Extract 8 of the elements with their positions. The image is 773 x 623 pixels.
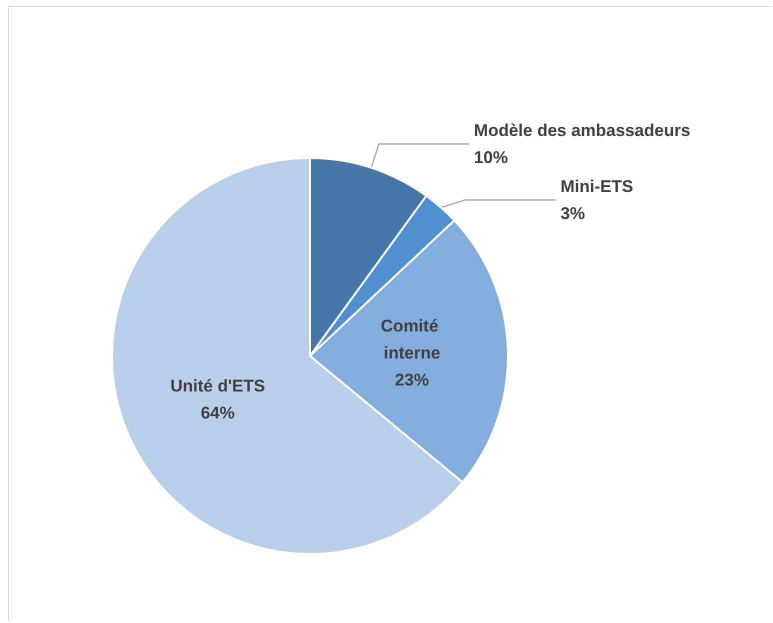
slice-label: Modèle des ambassadeurs [474, 120, 690, 140]
slice-label: Comité interne [380, 316, 444, 362]
data-label: 64% [200, 403, 235, 422]
data-label: 23% [394, 370, 429, 390]
data-label: 3% [560, 204, 586, 223]
slice-label: Unité d'ETS [170, 376, 266, 396]
slice-label: Mini-ETS [560, 176, 634, 196]
data-label: 10% [474, 148, 508, 167]
